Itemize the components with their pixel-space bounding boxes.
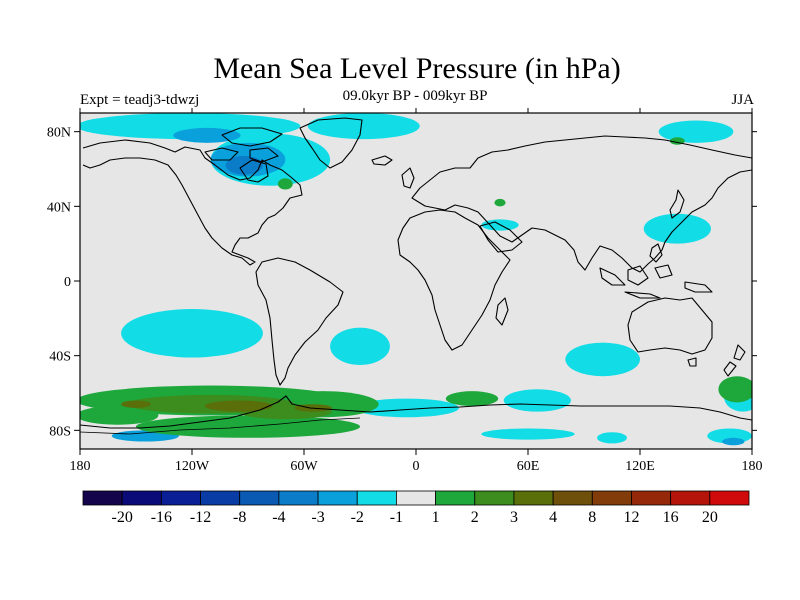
lat-tick-label: 80S [49, 424, 71, 439]
anomaly-region [121, 400, 151, 408]
coastline-iceland [371, 155, 393, 166]
anomaly-region [481, 428, 575, 440]
coastline-eurasia [411, 135, 752, 273]
season-label: JJA [731, 92, 754, 108]
colorbar-swatch [709, 490, 750, 506]
anomaly-region [597, 432, 627, 444]
coastline-new-zealand [723, 344, 746, 377]
coastline-tasmania [687, 357, 697, 367]
experiment-label: Expt = teadj3-tdwzj [80, 92, 200, 108]
lat-tick-label: 80N [47, 126, 71, 141]
colorbar-label: 4 [549, 509, 557, 526]
colorbar-label: 20 [702, 509, 718, 526]
coastline-hudson-bay [239, 159, 269, 183]
coastline-philippines [649, 243, 663, 263]
colorbar-swatch [631, 490, 672, 506]
lat-tick-label: 40N [47, 200, 71, 215]
anomaly-region [658, 120, 734, 143]
lat-tick-label: 0 [64, 275, 71, 290]
anomaly-region [330, 327, 390, 366]
anomaly-region [718, 376, 752, 403]
anomaly-region [307, 113, 420, 140]
anomaly-region [205, 400, 273, 412]
anomaly-region [80, 113, 301, 140]
colorbar-swatch [552, 490, 593, 506]
period-label: 09.0kyr BP - 009kyr BP [342, 88, 488, 104]
coastline-maritime-continent [599, 264, 713, 299]
coastline-antarctic-interior [80, 417, 361, 435]
colorbar: -20 -16 -12 -8 -4 -3 -2 -1 1 2 3 4 8 12 16 20 [82, 490, 750, 526]
colorbar-swatch [317, 490, 358, 506]
colorbar-swatch [591, 490, 632, 506]
colorbar-label: -1 [390, 509, 403, 526]
anomaly-region [494, 198, 506, 207]
colorbar-swatch [356, 490, 397, 506]
map-title: Mean Sea Level Pressure (in hPa) [213, 52, 621, 85]
colorbar-label: -12 [190, 509, 211, 526]
colorbar-swatch [670, 490, 711, 506]
coastline-arctic-islands [204, 127, 283, 163]
anomaly-region [643, 213, 711, 244]
coastline-north-america [82, 139, 303, 266]
colorbar-label: -2 [351, 509, 364, 526]
anomaly-region [121, 309, 263, 358]
anomaly-region [80, 406, 159, 425]
colorbar-label: 3 [510, 509, 518, 526]
colorbar-label: -16 [151, 509, 172, 526]
anomaly-region [277, 178, 293, 190]
coastline-arabia [479, 221, 523, 253]
lon-tick-label: 180 [742, 459, 763, 474]
lat-tick-label: 40S [49, 350, 71, 365]
coastline-antarctica [80, 395, 752, 429]
anomaly-region [173, 127, 241, 143]
map-axes: 180 120W 60W 0 60E 120E 180 80N 40N 0 40S 80S [47, 108, 763, 474]
colorbar-swatch [121, 490, 162, 506]
colorbar-label: -20 [112, 509, 133, 526]
colorbar-swatch [474, 490, 515, 506]
colorbar-label: -3 [311, 509, 324, 526]
lon-tick-label: 120W [175, 459, 210, 474]
anomaly-region [722, 437, 745, 446]
colorbar-swatch [82, 490, 123, 506]
colorbar-swatch [396, 490, 436, 506]
lon-tick-label: 0 [413, 459, 420, 474]
lon-tick-label: 60E [517, 459, 540, 474]
colorbar-label: 16 [663, 509, 679, 526]
coastline-greenland [299, 117, 363, 169]
colorbar-swatch [239, 490, 280, 506]
coastlines [80, 117, 752, 435]
colorbar-swatch [200, 490, 241, 506]
coastline-madagascar [495, 297, 509, 326]
colorbar-label: 2 [471, 509, 479, 526]
coastline-japan [669, 189, 685, 219]
colorbar-swatch [435, 490, 476, 506]
anomaly-region [354, 398, 459, 418]
anomaly-region [503, 389, 571, 412]
lon-tick-label: 120E [625, 459, 655, 474]
colorbar-label: -8 [233, 509, 246, 526]
colorbar-label: 12 [623, 509, 639, 526]
coastline-british-isles [401, 167, 415, 189]
colorbar-label: -4 [272, 509, 285, 526]
coastline-australia [627, 297, 713, 355]
lon-tick-label: 180 [70, 459, 91, 474]
colorbar-swatch [513, 490, 554, 506]
lon-tick-label: 60W [290, 459, 318, 474]
colorbar-swatch [160, 490, 201, 506]
anomaly-region [445, 391, 499, 407]
colorbar-label: 8 [588, 509, 596, 526]
coastline-south-america [255, 257, 344, 386]
colorbar-swatch [278, 490, 319, 506]
coastline-africa [397, 209, 511, 351]
colorbar-label: 1 [432, 509, 440, 526]
anomaly-region [565, 342, 641, 377]
anomaly-field [80, 113, 752, 446]
